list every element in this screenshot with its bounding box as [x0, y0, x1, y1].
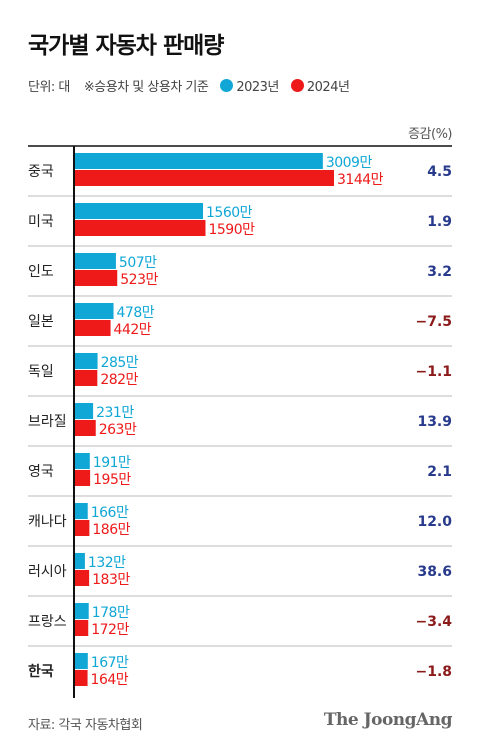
legend-label-2024: 2024년: [306, 80, 350, 95]
category-label: 캐나다: [28, 514, 67, 530]
bar-2024년: [74, 320, 111, 336]
data-label: 442만: [114, 322, 152, 338]
data-label: 523만: [120, 272, 158, 288]
bar-2023년: [74, 403, 94, 419]
subtitle-row: 단위: 대 ※승용차 및 상용차 기준 2023년 2024년: [28, 76, 350, 95]
bar-2024년: [74, 170, 334, 186]
data-label: 183만: [92, 572, 130, 588]
data-label: 282만: [100, 372, 138, 388]
unit-label: 단위: 대: [28, 80, 70, 95]
data-label: 132만: [88, 555, 126, 571]
category-label: 일본: [28, 314, 54, 330]
bar-2024년: [74, 620, 89, 636]
data-label: 507만: [119, 255, 157, 271]
data-label: 164만: [91, 672, 129, 688]
change-pct-label: 38.6: [417, 564, 452, 580]
change-pct-label: −7.5: [415, 314, 452, 330]
data-label: 3144만: [337, 172, 384, 188]
data-label: 1560만: [206, 205, 253, 221]
category-label: 한국: [28, 664, 54, 680]
data-label: 231만: [96, 405, 134, 421]
data-label: 263만: [99, 422, 137, 438]
data-label: 191만: [93, 455, 131, 471]
category-label: 중국: [28, 164, 54, 180]
bar-2024년: [74, 520, 90, 536]
bar-2024년: [74, 220, 206, 236]
bar-2023년: [74, 353, 98, 369]
data-label: 167만: [91, 655, 129, 671]
bar-2024년: [74, 420, 96, 436]
legend-item-2024: 2024년: [290, 76, 350, 95]
change-pct-label: −1.1: [415, 364, 452, 380]
bar-2023년: [74, 553, 85, 569]
data-label: 166만: [91, 505, 129, 521]
bar-2024년: [74, 570, 90, 586]
data-label: 178만: [92, 605, 130, 621]
change-pct-header: 증감(%): [408, 127, 452, 142]
data-label: 172만: [91, 622, 129, 638]
publisher-logo: The JoongAng: [323, 710, 453, 730]
bar-2024년: [74, 270, 118, 286]
data-label: 3009만: [326, 155, 373, 171]
legend-label-2023: 2023년: [236, 80, 279, 95]
data-label: 478만: [117, 305, 155, 321]
change-pct-label: −1.8: [415, 664, 452, 680]
change-pct-label: 1.9: [427, 214, 452, 230]
bar-2023년: [74, 253, 116, 269]
category-label: 프랑스: [28, 614, 67, 630]
data-label: 195만: [93, 472, 131, 488]
source-label: 자료: 각국 자동차협회: [28, 718, 143, 733]
legend-item-2023: 2023년: [220, 76, 279, 95]
legend-dot-2023-icon: [220, 79, 234, 92]
bar-2023년: [74, 453, 90, 469]
bar-2023년: [74, 603, 89, 619]
change-pct-label: 3.2: [427, 264, 452, 280]
bar-2023년: [74, 153, 323, 169]
data-label: 285만: [101, 355, 139, 371]
chart-title: 국가별 자동차 판매량: [28, 33, 224, 59]
data-label: 186만: [92, 522, 130, 538]
category-label: 브라질: [28, 414, 67, 430]
note-label: ※승용차 및 상용차 기준: [83, 80, 209, 95]
category-label: 영국: [28, 464, 54, 480]
change-pct-label: −3.4: [415, 614, 452, 630]
category-label: 미국: [28, 214, 54, 230]
bar-2024년: [74, 370, 98, 386]
category-label: 인도: [28, 264, 54, 280]
data-label: 1590만: [208, 222, 255, 238]
change-pct-label: 2.1: [427, 464, 452, 480]
bar-2024년: [74, 670, 88, 686]
bar-2023년: [74, 653, 88, 669]
bar-2023년: [74, 503, 88, 519]
category-label: 독일: [28, 364, 54, 380]
change-pct-label: 4.5: [427, 164, 452, 180]
bar-2024년: [74, 470, 91, 486]
category-label: 러시아: [28, 564, 67, 580]
bar-2023년: [74, 303, 114, 319]
change-pct-label: 12.0: [417, 514, 452, 530]
legend-dot-2024-icon: [290, 79, 304, 92]
bar-2023년: [74, 203, 204, 219]
change-pct-label: 13.9: [417, 414, 452, 430]
